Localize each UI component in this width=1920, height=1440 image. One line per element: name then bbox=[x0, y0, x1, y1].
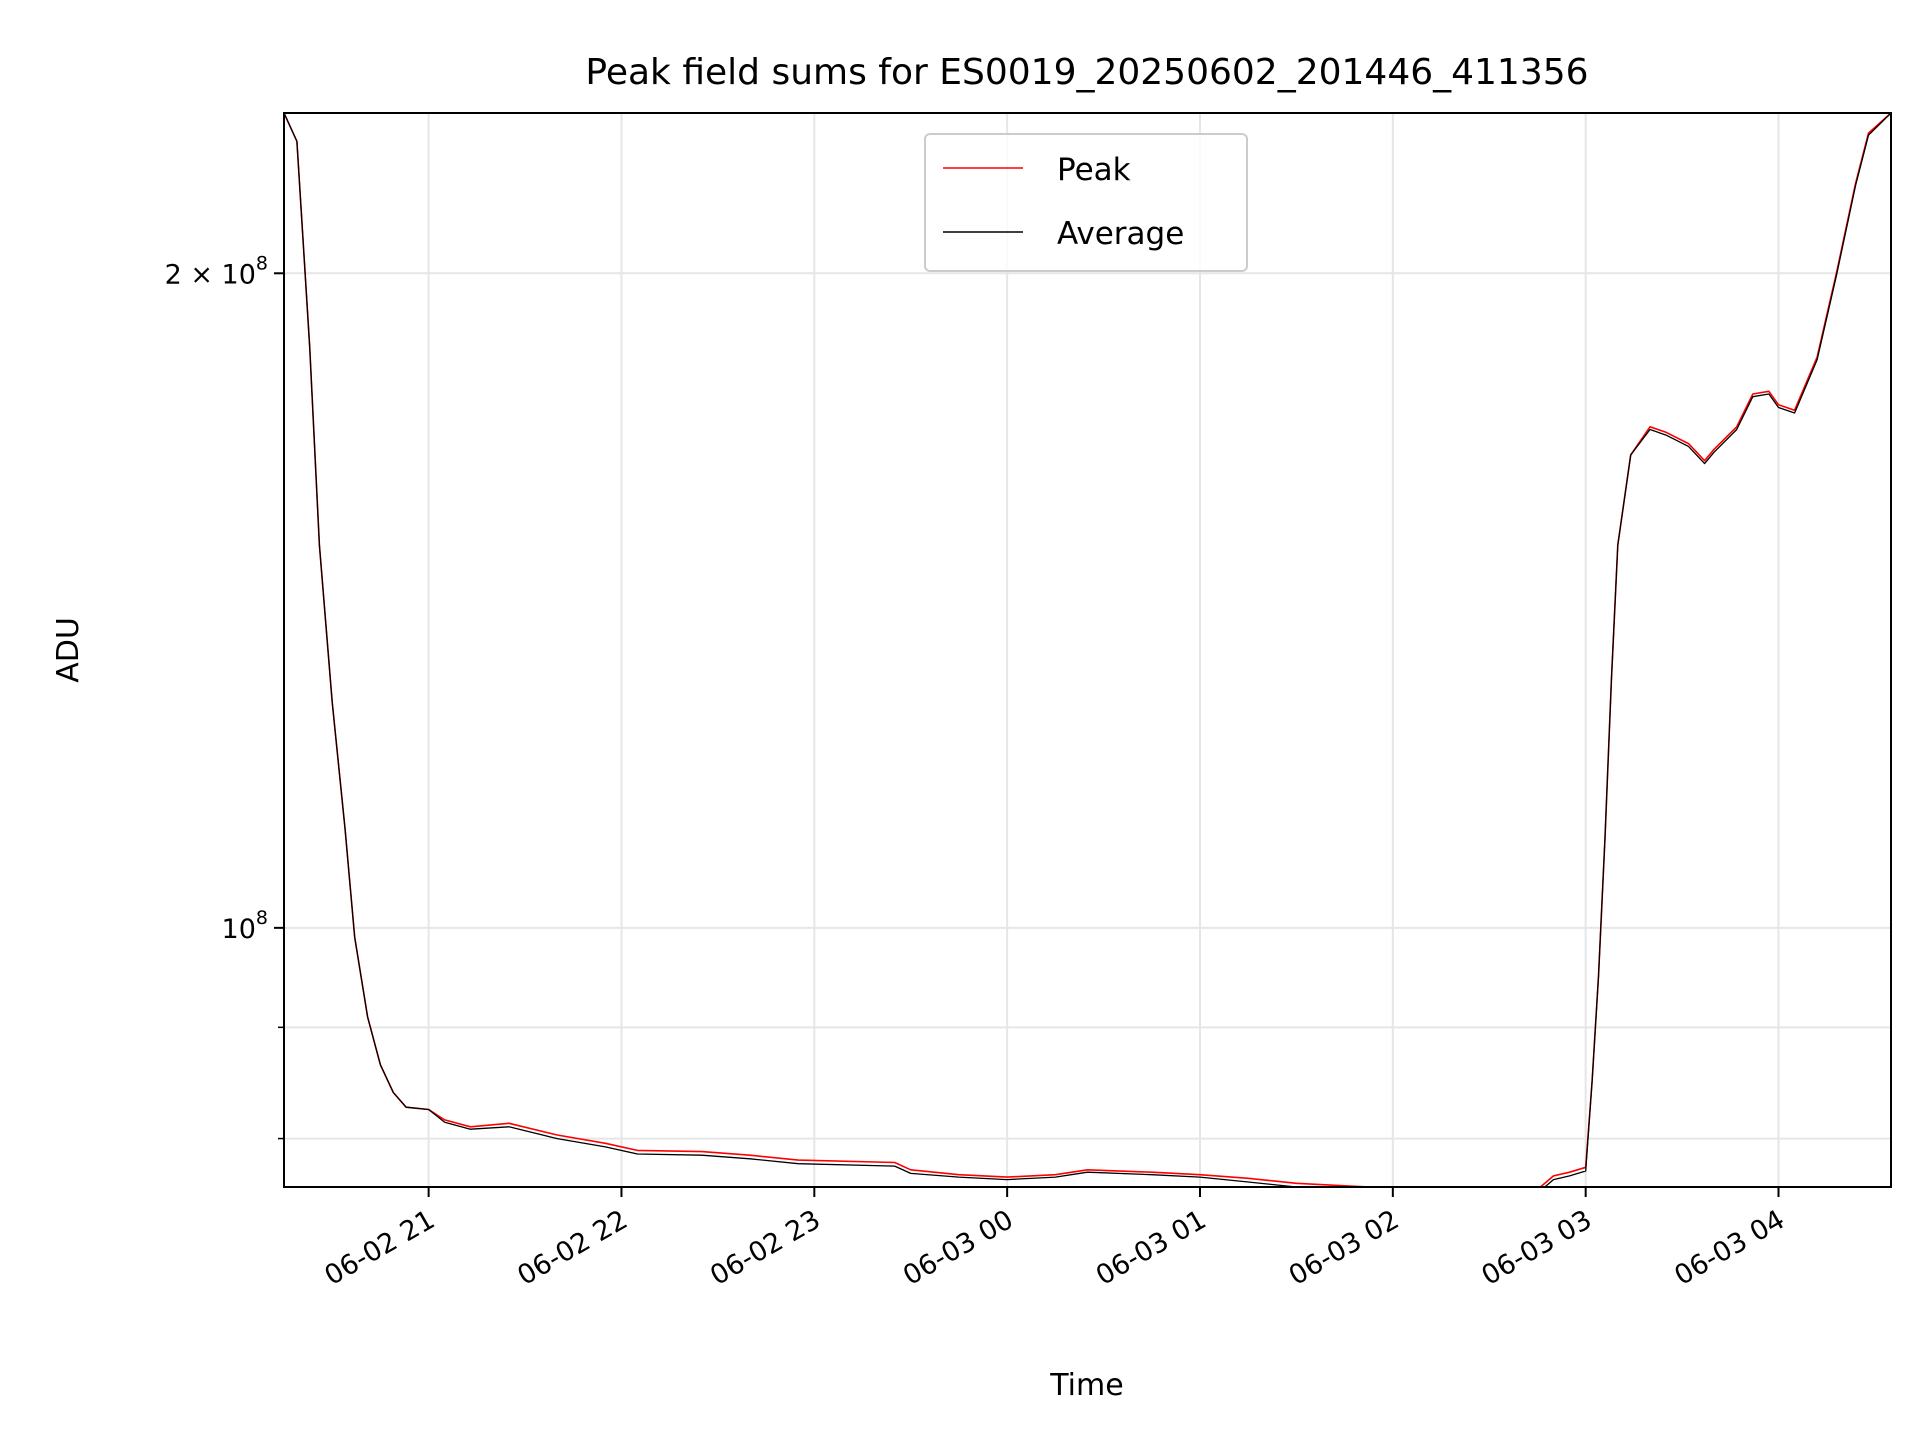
legend: Peak Average bbox=[924, 133, 1248, 272]
legend-label-peak: Peak bbox=[1057, 152, 1131, 188]
grid bbox=[284, 113, 1891, 1187]
y-tick-label: 108 bbox=[222, 907, 268, 945]
series-lines bbox=[284, 113, 1891, 1187]
x-axis-label: Time bbox=[1049, 1368, 1123, 1403]
chart-title: Peak field sums for ES0019_20250602_2014… bbox=[585, 52, 1588, 93]
series-line-average bbox=[284, 113, 1891, 1187]
y-axis-label: ADU bbox=[51, 617, 86, 683]
y-tick-label: 2 × 108 bbox=[165, 252, 268, 290]
y-tick-label-base: 2 × 10 bbox=[165, 259, 256, 290]
y-tick-label-exponent: 8 bbox=[256, 907, 268, 929]
y-tick-label-base: 10 bbox=[222, 914, 256, 945]
legend-label-average: Average bbox=[1057, 216, 1184, 252]
y-tick-label-exponent: 8 bbox=[256, 252, 268, 274]
plot-frame bbox=[283, 112, 1892, 1188]
plot-area bbox=[284, 113, 1891, 1187]
